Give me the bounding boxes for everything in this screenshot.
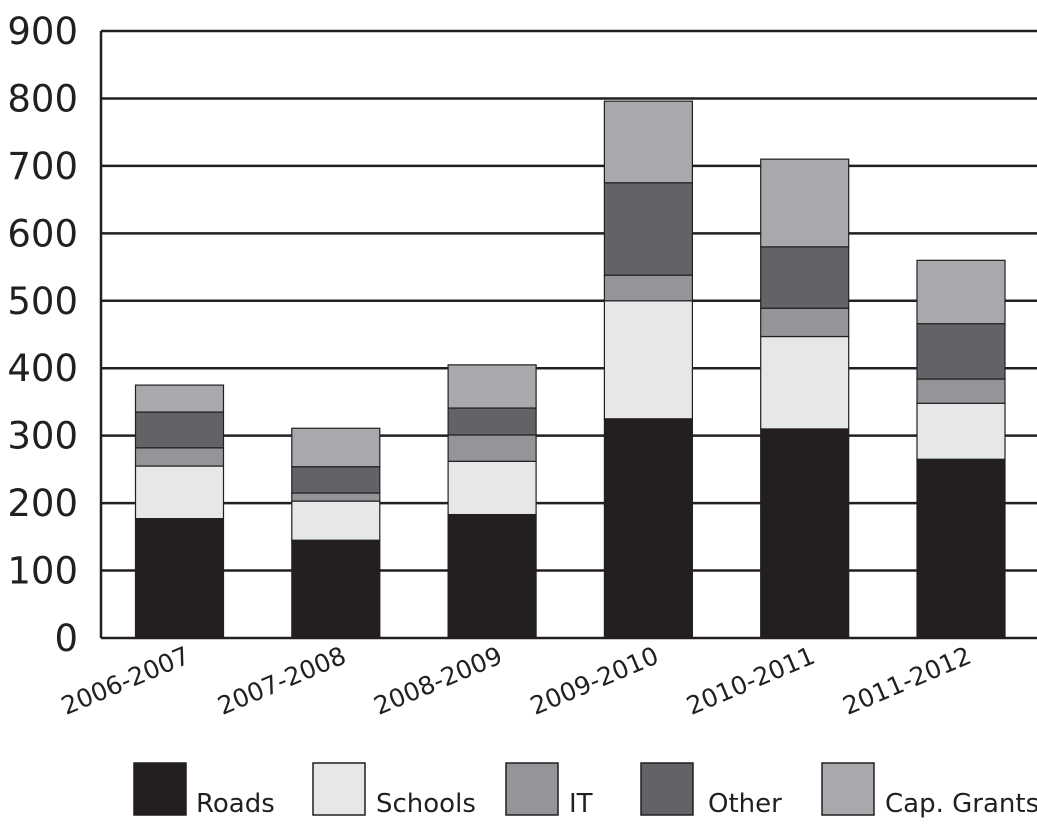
legend-label-other: Other xyxy=(708,789,782,819)
legend-label-roads: Roads xyxy=(196,789,275,819)
y-tick-label: 300 xyxy=(7,415,78,458)
bar-segment-other-2007-2008 xyxy=(291,466,381,494)
x-tick-label: 2009-2010 xyxy=(526,641,663,721)
y-tick-label: 800 xyxy=(7,77,78,120)
bars xyxy=(134,100,1006,639)
bar-segment-roads-2011-2012 xyxy=(916,458,1006,639)
bar-segment-roads-2009-2010 xyxy=(603,418,694,639)
y-tick-label: 700 xyxy=(7,145,78,188)
bar-segment-schools-2010-2011 xyxy=(760,335,850,430)
bar-segment-cap-grants-2010-2011 xyxy=(760,158,850,248)
bar-segment-other-2006-2007 xyxy=(134,411,225,449)
bar-segment-it-2008-2009 xyxy=(447,434,537,462)
bar-segment-schools-2008-2009 xyxy=(447,460,537,516)
y-tick-label: 400 xyxy=(7,347,78,390)
bar-segment-it-2007-2008 xyxy=(291,492,381,502)
legend-swatch-cap-grants xyxy=(821,762,875,816)
x-tick-label: 2008-2009 xyxy=(370,641,507,721)
bar-segment-cap-grants-2006-2007 xyxy=(134,384,225,413)
y-tick-label: 600 xyxy=(7,212,78,255)
y-tick-label: 200 xyxy=(7,482,78,525)
legend: Roads Schools IT Other Cap. Grants xyxy=(133,762,1037,819)
legend-swatch-other xyxy=(640,762,694,816)
x-tick-label: 2010-2011 xyxy=(682,641,819,721)
bar-segment-other-2010-2011 xyxy=(760,246,850,309)
legend-swatch-it xyxy=(505,762,559,816)
bar-segment-other-2011-2012 xyxy=(916,323,1006,380)
bar-segment-schools-2006-2007 xyxy=(134,465,225,520)
y-axis-tick-labels: 0 100 200 300 400 500 600 700 800 900 xyxy=(7,10,78,660)
bar-segment-roads-2010-2011 xyxy=(760,428,850,639)
bar-segment-other-2009-2010 xyxy=(603,182,694,276)
x-tick-label: 2011-2012 xyxy=(839,641,976,721)
bar-segment-it-2009-2010 xyxy=(603,274,694,302)
legend-label-it: IT xyxy=(569,789,593,819)
legend-label-schools: Schools xyxy=(376,789,476,819)
legend-label-cap-grants: Cap. Grants xyxy=(885,789,1037,819)
gridlines xyxy=(99,29,1037,640)
bar-segment-cap-grants-2009-2010 xyxy=(603,100,694,184)
y-tick-label: 0 xyxy=(54,617,78,660)
bar-segment-it-2006-2007 xyxy=(134,447,225,467)
bar-segment-roads-2006-2007 xyxy=(134,518,225,639)
bar-segment-schools-2009-2010 xyxy=(603,300,694,420)
y-tick-label: 100 xyxy=(7,550,78,593)
y-tick-label: 500 xyxy=(7,280,78,323)
legend-swatch-roads xyxy=(133,762,187,816)
bar-segment-schools-2011-2012 xyxy=(916,402,1006,460)
bar-segment-schools-2007-2008 xyxy=(291,500,381,541)
bar-segment-cap-grants-2008-2009 xyxy=(447,364,537,409)
bar-segment-it-2011-2012 xyxy=(916,378,1006,404)
bar-segment-other-2008-2009 xyxy=(447,407,537,436)
x-tick-label: 2007-2008 xyxy=(213,641,350,721)
bar-segment-it-2010-2011 xyxy=(760,307,850,338)
bar-segment-cap-grants-2007-2008 xyxy=(291,427,381,468)
bar-segment-roads-2008-2009 xyxy=(447,513,537,639)
x-axis-tick-labels: 2006-2007 2007-2008 2008-2009 2009-2010 2010… xyxy=(57,641,975,721)
legend-swatch-schools xyxy=(312,762,366,816)
bar-segment-cap-grants-2011-2012 xyxy=(916,259,1006,325)
y-tick-label: 900 xyxy=(7,10,78,53)
bar-segment-roads-2007-2008 xyxy=(291,539,381,639)
